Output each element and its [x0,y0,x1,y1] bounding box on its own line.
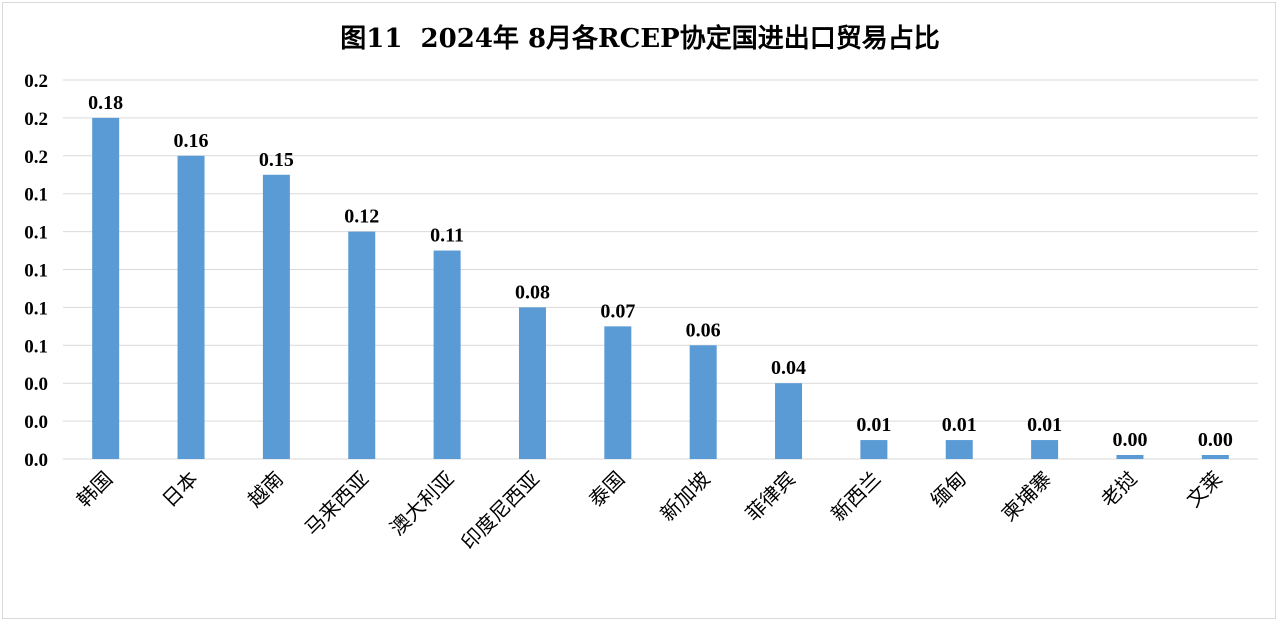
bar-6 [518,307,546,459]
chart-title: 图11 2024年 8月各RCEP协定国进出口贸易占比 [340,24,940,54]
bar-13 [1116,455,1144,459]
data-label: 0.06 [686,319,721,341]
y-tick-label: 0.1 [24,223,48,244]
bar-3 [262,174,290,459]
y-tick-label: 0.1 [24,261,48,282]
x-tick-label: 越南 [243,467,288,512]
data-label: 0.07 [600,300,635,322]
data-labels: 0.18 0.16 0.15 0.12 0.11 0.08 0.07 0.06 0.04 0.01… [88,92,1233,451]
x-tick-label: 新西兰 [826,467,885,526]
bars [92,117,1229,460]
y-tick-label: 0.0 [24,450,48,471]
y-tick-label: 0.2 [24,109,48,130]
x-tick-label: 韩国 [72,467,117,512]
y-tick-label: 0.1 [24,185,48,206]
bar-1 [92,117,120,460]
y-axis-ticks: 0.0 0.0 0.0 0.1 0.1 0.1 0.1 0.1 0.2 0.2 0.2 [24,71,48,471]
x-tick-label: 澳大利亚 [385,467,459,541]
data-label: 0.01 [942,414,977,436]
x-tick-label: 新加坡 [655,467,714,526]
x-tick-label: 柬埔寨 [997,467,1056,526]
data-label: 0.00 [1198,429,1233,451]
y-tick-label: 0.2 [24,71,48,92]
bar-2 [177,155,205,460]
x-tick-label: 印度尼西亚 [456,467,544,555]
data-label: 0.04 [771,357,806,379]
y-tick-label: 0.1 [24,298,48,319]
data-label: 0.16 [174,130,209,152]
y-tick-label: 0.1 [24,336,48,357]
bar-11 [945,440,973,459]
x-tick-label: 马来西亚 [300,467,374,541]
bar-7 [604,326,632,459]
bar-12 [1031,440,1059,459]
bar-9 [775,383,803,459]
x-tick-label: 日本 [157,467,202,512]
data-label: 0.01 [856,414,891,436]
data-label: 0.08 [515,281,550,303]
data-label: 0.00 [1112,429,1147,451]
x-tick-label: 文莱 [1182,467,1227,512]
data-label: 0.18 [88,92,123,114]
data-label: 0.15 [259,149,294,171]
y-tick-label: 0.0 [24,412,48,433]
data-label: 0.11 [430,225,464,247]
x-tick-label: 老挝 [1096,467,1141,512]
bar-5 [433,250,461,459]
data-label: 0.12 [344,206,379,228]
x-tick-label: 缅甸 [926,467,971,512]
x-tick-label: 泰国 [584,467,629,512]
y-tick-label: 0.0 [24,374,48,395]
bar-10 [860,440,888,459]
x-tick-label: 菲律宾 [741,467,800,526]
bar-4 [348,231,376,459]
gridlines [63,79,1258,460]
data-label: 0.01 [1027,414,1062,436]
y-tick-label: 0.2 [24,147,48,168]
bar-14 [1201,455,1229,459]
bar-8 [689,345,717,459]
